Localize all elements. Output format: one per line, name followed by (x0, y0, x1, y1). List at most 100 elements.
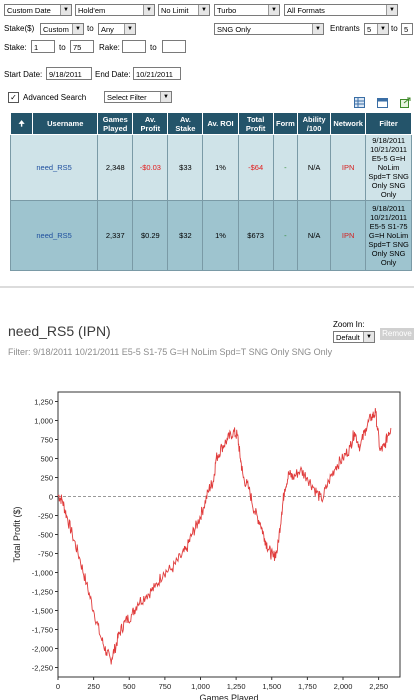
y-tick-label: 1,000 (34, 417, 53, 426)
y-tick-label: -500 (38, 531, 53, 540)
chevron-down-icon: ▼ (268, 5, 279, 15)
avg-profit-cell: -$0.03 (132, 134, 169, 201)
graph-filter-text: Filter: 9/18/2011 10/21/2011 E5-5 S1-75 … (8, 347, 333, 357)
start-date-label: Start Date: (4, 70, 43, 79)
sort-arrow-icon[interactable]: 🠉 (9, 112, 34, 135)
sng-select[interactable]: SNG Only ▼ (214, 23, 324, 35)
calendar-icon[interactable] (377, 97, 388, 108)
date-range-select[interactable]: Custom Date ▼ (4, 4, 72, 16)
col-header-filter[interactable]: Filter (365, 112, 412, 135)
stake-min-input[interactable]: 1 (31, 40, 55, 53)
remove-button[interactable]: Remove (380, 328, 414, 340)
col-header-games[interactable]: Games Played (97, 112, 134, 135)
divider (0, 286, 414, 288)
col-header-ability[interactable]: Ability /100 (297, 112, 332, 135)
chevron-down-icon: ▼ (363, 332, 374, 342)
limit-select[interactable]: No Limit ▼ (158, 4, 210, 16)
graph-title: need_RS5 (IPN) (8, 323, 111, 339)
to-label: to (87, 24, 94, 33)
ability-cell: N/A (297, 200, 332, 271)
rake-min-input[interactable] (122, 40, 146, 53)
network-cell: IPN (330, 200, 367, 271)
entrants-to-select[interactable]: 5 (401, 23, 413, 35)
format-select[interactable]: All Formats ▼ (284, 4, 398, 16)
y-axis-label: Total Profit ($) (12, 506, 22, 562)
advanced-search-checkbox[interactable]: ✓ (8, 92, 19, 103)
game-select[interactable]: Hold'em ▼ (75, 4, 155, 16)
series-line (57, 408, 392, 665)
rake-max-input[interactable] (162, 40, 186, 53)
rake-label: Rake: (99, 43, 120, 52)
x-tick-label: 0 (56, 682, 60, 691)
total-profit-cell: $673 (237, 200, 274, 271)
chevron-down-icon: ▼ (198, 5, 209, 15)
x-tick-label: 1,000 (191, 682, 210, 691)
stake-to-select[interactable]: Any ▼ (98, 23, 136, 35)
zoom-label: Zoom In: (333, 320, 365, 329)
filter-cell: 9/18/2011 10/21/2011 E5-5 S1-75 G=H NoLi… (365, 200, 412, 271)
roi-cell: 1% (202, 134, 239, 201)
col-header-network[interactable]: Network (330, 112, 367, 135)
stake-max-input[interactable]: 75 (70, 40, 94, 53)
avg-stake-cell: $33 (167, 134, 204, 201)
y-tick-label: 750 (40, 436, 53, 445)
x-tick-label: 250 (87, 682, 100, 691)
col-header-avg-roi[interactable]: Av. ROI (202, 112, 239, 135)
to-label: to (150, 43, 157, 52)
end-date-input[interactable]: 10/21/2011 (133, 67, 181, 80)
username-link[interactable]: need_RS5 (9, 200, 99, 271)
chevron-down-icon: ▼ (124, 24, 135, 34)
avg-stake-cell: $32 (167, 200, 204, 271)
chevron-down-icon: ▼ (160, 92, 171, 102)
stake-label: Stake($) (4, 24, 35, 33)
profit-chart: 1,250 1,000 750 500 250 0 -250 -500 -750 -1,000 -1… (12, 391, 401, 700)
chevron-down-icon: ▼ (143, 5, 154, 15)
col-header-avg-stake[interactable]: Av. Stake (167, 112, 204, 135)
y-tick-label: 0 (49, 493, 53, 502)
avg-profit-cell: $0.29 (132, 200, 169, 271)
x-tick-label: 750 (159, 682, 172, 691)
y-tick-label: 250 (40, 474, 53, 483)
col-header-username[interactable]: Username (32, 112, 99, 135)
ability-cell: N/A (297, 134, 332, 201)
roi-cell: 1% (202, 200, 239, 271)
y-tick-label: -750 (38, 550, 53, 559)
chevron-down-icon: ▼ (377, 24, 388, 34)
y-tick-label: -1,250 (32, 588, 53, 597)
advanced-search-label: Advanced Search (23, 93, 87, 102)
y-tick-label: 1,250 (34, 398, 53, 407)
y-tick-label: -1,750 (32, 626, 53, 635)
form-cell: - (272, 134, 299, 201)
y-tick-label: 500 (40, 455, 53, 464)
chevron-down-icon: ▼ (72, 24, 83, 34)
y-tick-label: -1,500 (32, 607, 53, 616)
table-icon[interactable] (354, 97, 365, 108)
speed-select[interactable]: Turbo ▼ (214, 4, 280, 16)
col-header-form[interactable]: Form (272, 112, 299, 135)
chevron-down-icon: ▼ (312, 24, 323, 34)
export-icon[interactable] (400, 97, 411, 108)
zoom-select[interactable]: Default ▼ (333, 331, 375, 343)
x-tick-label: 1,750 (298, 682, 317, 691)
entrants-label: Entrants (330, 24, 360, 33)
table-row: need_RS5 2,348 -$0.03 $33 1% -$64 - N/A … (9, 134, 412, 201)
games-cell: 2,337 (97, 200, 134, 271)
x-tick-label: 1,500 (262, 682, 281, 691)
col-header-avg-profit[interactable]: Av. Profit (132, 112, 169, 135)
results-table: 🠉 Username Games Played Av. Profit Av. S… (9, 112, 412, 271)
stake-mode-select[interactable]: Custom ▼ (40, 23, 84, 35)
chevron-down-icon: ▼ (386, 5, 397, 15)
x-tick-label: 2,000 (334, 682, 353, 691)
games-cell: 2,348 (97, 134, 134, 201)
username-link[interactable]: need_RS5 (9, 134, 99, 201)
select-filter-dropdown[interactable]: Select Filter ▼ (104, 91, 172, 103)
network-cell: IPN (330, 134, 367, 201)
start-date-input[interactable]: 9/18/2011 (46, 67, 92, 80)
end-date-label: End Date: (95, 70, 131, 79)
total-profit-cell: -$64 (237, 134, 274, 201)
chevron-down-icon: ▼ (60, 5, 71, 15)
entrants-from-select[interactable]: 5 ▼ (364, 23, 389, 35)
y-tick-label: -250 (38, 512, 53, 521)
col-header-total-profit[interactable]: Total Profit (237, 112, 274, 135)
x-tick-label: 1,250 (227, 682, 246, 691)
